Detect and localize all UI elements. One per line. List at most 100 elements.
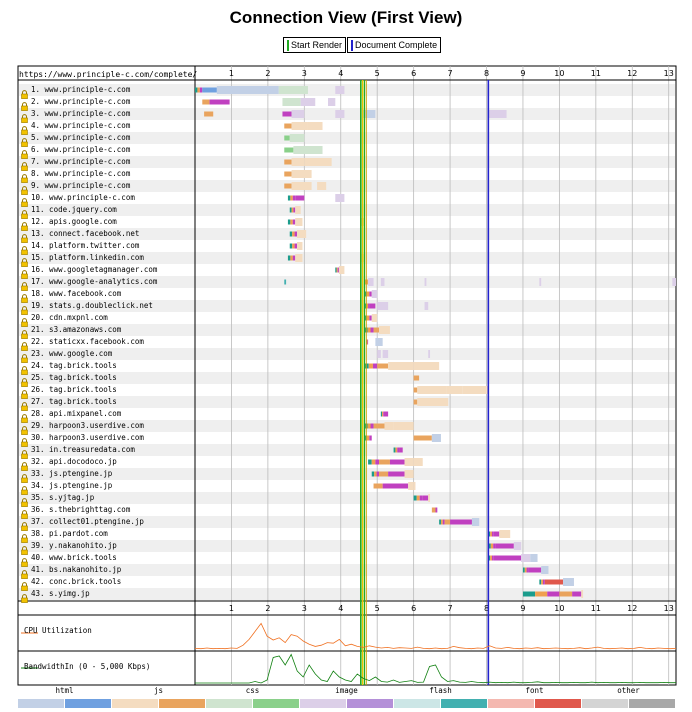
request-bar xyxy=(382,350,389,358)
row-band xyxy=(19,372,675,384)
dns-bar xyxy=(488,531,491,537)
tick-label-bottom: 4 xyxy=(338,604,343,613)
cpu-utilization-line xyxy=(194,622,677,650)
tick-label-top: 13 xyxy=(664,69,674,78)
connection-label: 41. bs.nakanohito.jp xyxy=(31,565,122,574)
connection-label: 43. s.yimg.jp xyxy=(31,589,90,598)
row-band xyxy=(19,516,675,528)
dns-bar xyxy=(371,471,375,477)
connection-label: 2. www.principle-c.com xyxy=(31,97,131,106)
connect-bar xyxy=(416,495,420,501)
request-bar xyxy=(375,338,383,346)
ssl-bar xyxy=(419,495,423,501)
lock-icon xyxy=(21,170,28,188)
ssl-bar xyxy=(294,231,298,237)
request-bar xyxy=(382,483,409,489)
request-bar xyxy=(335,86,345,94)
connect-bar xyxy=(292,243,295,249)
lock-icon xyxy=(21,110,28,128)
legend-item-css: css xyxy=(206,686,299,710)
connection-label: 10. www.principle-c.com xyxy=(31,193,135,202)
connection-label: 38. pi.pardot.com xyxy=(31,529,108,538)
row-band xyxy=(19,396,675,408)
request-bar xyxy=(284,123,292,129)
connection-label: 23. www.google.com xyxy=(31,349,113,358)
tick-label-bottom: 1 xyxy=(229,604,234,613)
connection-label: 25. tag.brick.tools xyxy=(31,373,117,382)
tick-label-bottom: 8 xyxy=(484,604,489,613)
request-bar xyxy=(413,399,418,405)
connect-bar xyxy=(490,543,494,549)
request-bar xyxy=(373,327,380,333)
row-band xyxy=(19,204,675,216)
connect-bar xyxy=(368,363,373,369)
dns-bar xyxy=(364,315,367,321)
request-bar xyxy=(291,170,312,178)
tick-label-bottom: 10 xyxy=(554,604,564,613)
connection-label: 19. stats.g.doubleclick.net xyxy=(31,301,153,310)
tick-label-top: 7 xyxy=(448,69,453,78)
ssl-bar xyxy=(293,207,296,213)
doc-complete-label: Document Complete xyxy=(355,40,438,50)
ssl-bar xyxy=(372,363,378,369)
request-bar xyxy=(563,578,574,586)
tick-label-top: 8 xyxy=(484,69,489,78)
connection-label: 6. www.principle-c.com xyxy=(31,145,131,154)
lock-icon xyxy=(21,590,28,608)
dns-bar xyxy=(380,411,383,417)
tick-label-top: 5 xyxy=(375,69,380,78)
lock-icon xyxy=(21,314,28,332)
lock-icon xyxy=(21,386,28,404)
legend-item-font: font xyxy=(488,686,581,710)
lock-icon xyxy=(21,206,28,224)
request-bar xyxy=(404,470,414,478)
request-bar xyxy=(495,543,514,549)
connection-label: 22. staticxx.facebook.com xyxy=(31,337,144,346)
row-band xyxy=(19,492,675,504)
connect-bar xyxy=(395,447,398,453)
connect-bar xyxy=(535,591,548,597)
connect-bar xyxy=(197,87,200,93)
lock-icon xyxy=(21,242,28,260)
legend-label: image xyxy=(335,686,358,695)
lock-icon xyxy=(21,146,28,164)
connection-label: 7. www.principle-c.com xyxy=(31,157,131,166)
lock-icon xyxy=(21,266,28,284)
connection-label: 42. conc.brick.tools xyxy=(31,577,122,586)
request-bar xyxy=(297,230,307,238)
lock-icon xyxy=(21,530,28,548)
connect-bar xyxy=(374,471,377,477)
dns-bar xyxy=(364,303,367,309)
legend-swatch-dark xyxy=(535,699,581,708)
doc-complete-legend: Document Complete xyxy=(347,37,442,53)
request-bar xyxy=(377,350,381,358)
connection-label: 4. www.principle-c.com xyxy=(31,121,131,130)
connect-bar xyxy=(290,195,293,201)
connect-bar xyxy=(524,567,527,573)
bandwidth-label: BandwidthIn (0 - 5,000 Kbps) xyxy=(24,662,151,671)
lock-icon xyxy=(21,86,28,104)
request-bar xyxy=(373,483,383,489)
row-band xyxy=(19,132,675,144)
row-band xyxy=(19,540,675,552)
request-bar xyxy=(291,158,305,166)
request-bar xyxy=(293,146,323,154)
connection-label: 31. in.treasuredata.com xyxy=(31,445,135,454)
connect-bar xyxy=(336,267,338,273)
connect-bar xyxy=(490,531,492,537)
legend-swatch-light xyxy=(582,699,628,708)
ssl-bar xyxy=(294,243,298,249)
request-bar xyxy=(297,242,303,250)
dns-bar xyxy=(522,591,536,597)
dns-bar xyxy=(335,267,337,273)
connect-bar xyxy=(366,339,368,345)
connection-label: 14. platform.twitter.com xyxy=(31,241,140,250)
lock-icon xyxy=(21,122,28,140)
request-bar xyxy=(216,86,279,94)
request-bar xyxy=(335,194,345,202)
tick-label-bottom: 6 xyxy=(411,604,416,613)
request-bar xyxy=(284,279,287,285)
connect-bar xyxy=(366,435,370,441)
lock-icon xyxy=(21,290,28,308)
